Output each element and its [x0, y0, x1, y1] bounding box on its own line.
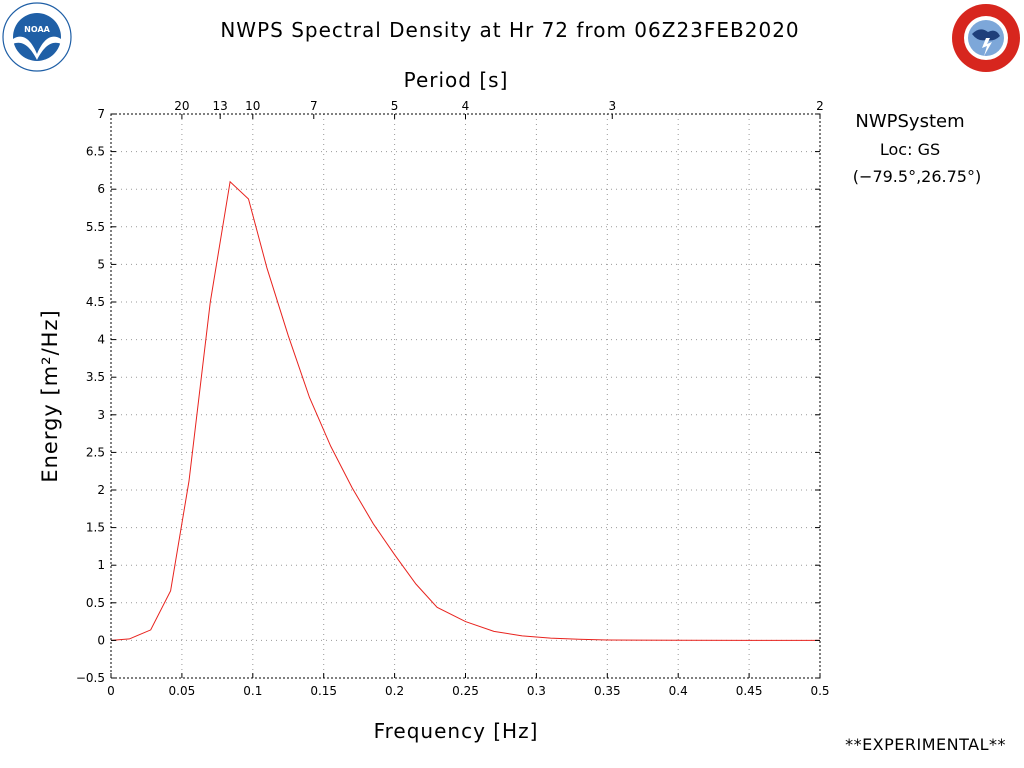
x-tick-label: 0.35 [594, 684, 621, 698]
top-tick-label: 20 [174, 99, 189, 113]
x-tick-label: 0.05 [169, 684, 196, 698]
y-tick-label: 1 [97, 558, 105, 572]
y-tick-label: 4.5 [86, 295, 105, 309]
y-tick-label: 7 [97, 107, 105, 121]
x-tick-label: 0.5 [810, 684, 829, 698]
y-tick-label: 0.5 [86, 596, 105, 610]
tick-labels: 0 0.05 0.1 0.15 0.2 0.25 0.3 0.35 0.4 0.45 0.5 −0.5… [76, 99, 830, 698]
y-axis-title: Energy [m²/Hz] [38, 309, 62, 482]
experimental-label: **EXPERIMENTAL** [845, 735, 1006, 754]
y-tick-label: 2 [97, 483, 105, 497]
system-name: NWPSystem [855, 111, 965, 132]
plot-frame [110, 113, 821, 679]
top-tick-label: 4 [462, 99, 470, 113]
y-tick-label: 1.5 [86, 521, 105, 535]
nws-logo [952, 4, 1020, 72]
series-layer [110, 180, 820, 641]
y-tick-label: 4 [97, 333, 105, 347]
y-tick-label: 2.5 [86, 445, 105, 459]
x-tick-label: 0.25 [452, 684, 479, 698]
top-tick-label: 2 [816, 99, 824, 113]
top-tick-label: 13 [213, 99, 228, 113]
x-tick-label: 0.1 [243, 684, 262, 698]
y-tick-label: −0.5 [76, 671, 105, 685]
location-coords: (−79.5°,26.75°) [852, 167, 982, 186]
y-tick-label: 5.5 [86, 220, 105, 234]
x-tick-label: 0 [107, 684, 115, 698]
top-axis-title: Period [s] [404, 68, 509, 92]
y-tick-label: 3 [97, 408, 105, 422]
y-tick-label: 6 [97, 182, 105, 196]
x-axis-title: Frequency [Hz] [374, 719, 539, 743]
tick-layer [110, 113, 821, 679]
y-tick-label: 6.5 [86, 145, 105, 159]
y-tick-label: 3.5 [86, 370, 105, 384]
y-tick-label: 0 [97, 633, 105, 647]
spectral-density-line [110, 180, 820, 641]
top-tick-label: 3 [608, 99, 616, 113]
x-tick-label: 0.2 [385, 684, 404, 698]
grid [111, 114, 820, 678]
location-label: Loc: GS [879, 140, 941, 159]
x-tick-label: 0.15 [310, 684, 337, 698]
top-tick-label: 5 [391, 99, 399, 113]
svg-text:NOAA: NOAA [24, 25, 50, 34]
x-tick-label: 0.3 [527, 684, 546, 698]
top-tick-label: 7 [310, 99, 318, 113]
x-tick-label: 0.4 [669, 684, 688, 698]
chart-title: NWPS Spectral Density at Hr 72 from 06Z2… [220, 18, 799, 42]
x-tick-label: 0.45 [736, 684, 763, 698]
noaa-logo: NOAA [2, 2, 72, 72]
top-tick-label: 10 [245, 99, 260, 113]
y-tick-label: 5 [97, 257, 105, 271]
